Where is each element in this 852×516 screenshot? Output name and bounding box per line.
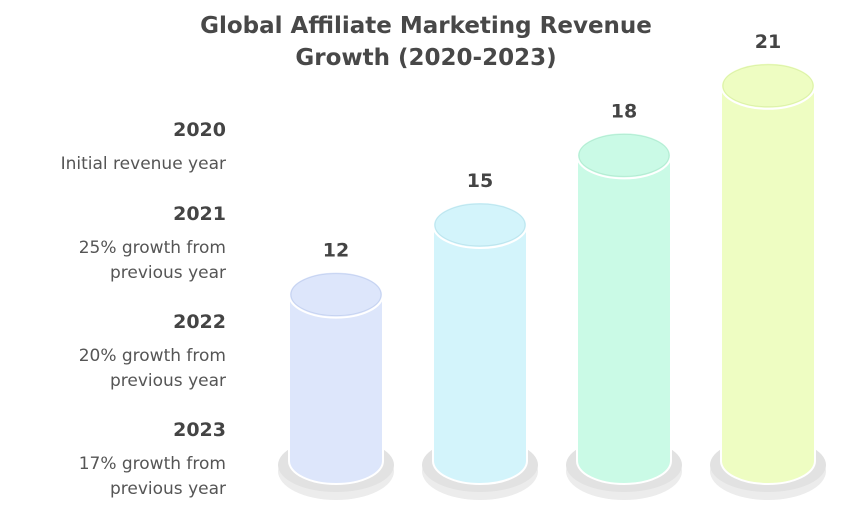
bar-2020 <box>288 293 384 485</box>
chart-title-line-1: Global Affiliate Marketing Revenue <box>200 13 652 39</box>
annotation-2020-line-1: Initial revenue year <box>60 154 226 174</box>
bar-2022 <box>576 154 672 485</box>
annotation-2022-line-1: 20% growth from <box>78 346 226 366</box>
year-label-2022: 2022 <box>173 311 226 333</box>
bar-top-rim-2023 <box>722 64 814 108</box>
annotation-2021-line-1: 25% growth from <box>78 238 226 258</box>
annotation-2022-line-2: previous year <box>109 371 226 391</box>
year-label-2020: 2020 <box>173 119 226 141</box>
value-label-2020: 12 <box>323 240 349 262</box>
bar-top-rim-2020 <box>290 273 382 317</box>
value-label-2021: 15 <box>467 170 493 192</box>
year-annotation-2023: 2023 17% growth from previous year <box>0 416 226 508</box>
bar-top-rim-2022 <box>578 133 670 177</box>
bar-top-2022 <box>576 131 672 180</box>
year-label-2021: 2021 <box>173 203 226 225</box>
bar-2023 <box>720 84 816 485</box>
year-annotation-list: 2020 Initial revenue year 2021 25% growt… <box>0 116 226 508</box>
year-label-2023: 2023 <box>173 419 226 441</box>
chart-title-line-2: Growth (2020-2023) <box>295 45 557 71</box>
bar-2021 <box>432 224 528 485</box>
annotation-2023-line-1: 17% growth from <box>78 454 226 474</box>
year-annotation-2020: 2020 Initial revenue year <box>0 116 226 200</box>
bar-top-2020 <box>288 270 384 319</box>
year-annotation-2021: 2021 25% growth from previous year <box>0 200 226 308</box>
annotation-2023-line-2: previous year <box>109 479 226 499</box>
value-label-2022: 18 <box>611 100 637 122</box>
bar-top-2021 <box>432 201 528 249</box>
year-annotation-2022: 2022 20% growth from previous year <box>0 308 226 416</box>
value-label-2023: 21 <box>755 31 781 53</box>
bar-top-2023 <box>720 61 816 110</box>
annotation-2021-line-2: previous year <box>109 263 226 283</box>
chart-title: Global Affiliate Marketing Revenue Growt… <box>0 10 852 74</box>
bar-top-rim-2021 <box>434 203 526 247</box>
